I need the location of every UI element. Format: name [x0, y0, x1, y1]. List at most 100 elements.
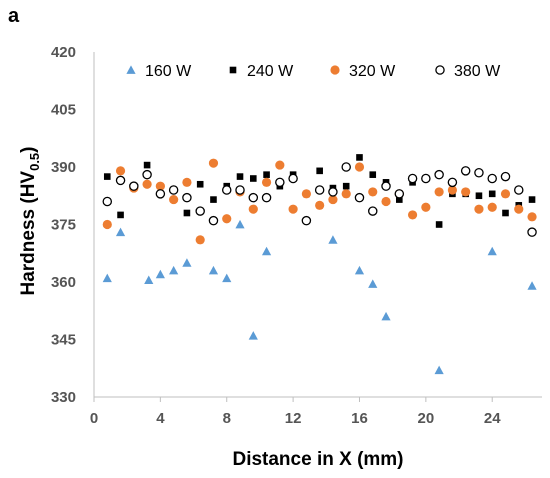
data-point	[249, 175, 257, 182]
data-point	[155, 189, 166, 199]
x-tick-label: 16	[351, 410, 368, 427]
data-point	[236, 173, 244, 180]
data-point	[328, 235, 338, 244]
data-point	[222, 214, 232, 224]
data-point	[169, 194, 179, 205]
x-tick-label: 4	[156, 410, 165, 427]
data-point	[208, 265, 219, 275]
data-point	[421, 202, 431, 212]
data-point	[196, 180, 204, 188]
data-point	[275, 177, 285, 188]
x-tick-label: 0	[90, 410, 98, 427]
data-point	[354, 192, 365, 203]
data-point	[210, 196, 217, 203]
data-point	[368, 279, 378, 288]
data-point	[369, 171, 377, 178]
legend-marker	[229, 66, 237, 74]
data-point	[235, 185, 245, 195]
legend-marker	[435, 65, 445, 75]
data-point	[341, 189, 351, 199]
legend-item: 240 W	[229, 63, 294, 80]
data-point	[288, 173, 298, 184]
data-point	[500, 171, 511, 182]
data-point	[356, 154, 363, 161]
data-point	[208, 158, 219, 168]
data-point	[527, 227, 537, 237]
data-point	[103, 173, 111, 180]
data-point	[314, 185, 325, 195]
data-point	[261, 177, 272, 187]
data-point	[407, 210, 418, 220]
data-point	[394, 189, 405, 199]
data-point	[102, 219, 112, 230]
data-point	[487, 202, 497, 212]
data-point	[421, 173, 431, 184]
data-point	[381, 311, 391, 321]
data-point	[447, 185, 457, 195]
data-point	[168, 185, 179, 195]
y-tick-label: 420	[51, 44, 76, 61]
data-point	[275, 160, 285, 170]
data-point	[474, 204, 484, 214]
panel-label: a	[8, 5, 20, 27]
data-point	[342, 182, 350, 190]
legend: 160 W 240 W 320 W 380 W	[126, 63, 501, 80]
data-point	[368, 206, 378, 216]
y-axis-title-main: Hardness (HV	[18, 171, 39, 296]
data-point	[235, 219, 245, 229]
data-point	[117, 211, 124, 219]
data-point	[341, 162, 351, 172]
data-point	[169, 265, 179, 275]
data-point	[315, 200, 325, 210]
data-point	[301, 215, 312, 226]
y-tick-label: 360	[51, 274, 76, 291]
data-point	[368, 187, 378, 197]
data-point	[527, 281, 537, 290]
legend-label: 160 W	[145, 63, 192, 80]
legend-label: 240 W	[247, 63, 294, 80]
y-tick-label: 390	[51, 159, 76, 176]
data-point	[354, 162, 365, 172]
data-point	[248, 192, 259, 203]
data-point	[222, 273, 232, 283]
data-point	[221, 185, 232, 195]
data-point	[183, 209, 191, 217]
data-point	[475, 192, 483, 200]
data-point	[488, 190, 496, 198]
series-open-circle	[102, 162, 537, 237]
data-point	[328, 194, 338, 205]
data-point	[460, 166, 471, 176]
legend-label: 380 W	[454, 63, 501, 80]
legend-marker	[330, 65, 340, 75]
x-tick-label: 20	[418, 410, 435, 427]
data-marks	[102, 154, 537, 375]
x-axis-title: Distance in X (mm)	[232, 449, 403, 470]
data-point	[500, 189, 511, 199]
data-point	[102, 196, 113, 207]
legend-item: 160 W	[126, 63, 192, 80]
data-point	[208, 215, 219, 226]
data-point	[142, 179, 152, 189]
legend-marker	[126, 65, 136, 74]
data-point	[195, 206, 205, 216]
data-point	[263, 171, 270, 178]
y-tick-label: 345	[51, 332, 76, 349]
x-tick-label: 8	[223, 410, 231, 427]
data-point	[102, 273, 112, 283]
data-point	[461, 187, 471, 197]
plot-axes	[93, 52, 542, 402]
series-circle	[102, 158, 537, 245]
data-point	[407, 173, 418, 184]
data-point	[514, 204, 524, 214]
data-point	[447, 177, 458, 188]
data-point	[182, 192, 192, 203]
data-point	[182, 177, 192, 187]
data-point	[155, 181, 165, 191]
data-point	[487, 246, 497, 256]
data-point	[381, 181, 391, 191]
data-point	[115, 175, 126, 186]
data-point	[434, 365, 444, 375]
x-tick-label: 24	[484, 410, 501, 427]
data-point	[514, 185, 524, 195]
legend-item: 380 W	[435, 63, 501, 80]
